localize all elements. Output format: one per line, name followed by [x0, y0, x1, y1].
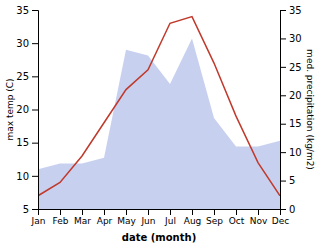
x-tick: Feb — [53, 209, 69, 226]
x-tick: Jul — [164, 209, 176, 226]
line — [38, 17, 280, 196]
y2-tick: 5 — [280, 175, 295, 186]
x-tick: Dec — [272, 209, 289, 226]
tick-mark — [280, 10, 286, 11]
x-tick: Apr — [97, 209, 113, 226]
y-tick: 35 — [16, 5, 38, 16]
y2-tick: 15 — [280, 118, 302, 129]
x-tick: Jun — [140, 209, 155, 226]
tick-mark — [258, 209, 259, 215]
x-axis: Jan Feb Mar Apr May Jun Jul Aug Sep Oct Nov Dec — [31, 209, 290, 226]
tick-label: 5 — [289, 175, 295, 186]
y-tick: 15 — [16, 137, 38, 148]
tick-label: 5 — [23, 204, 29, 215]
tick-label: 25 — [289, 62, 302, 73]
y2-tick: 20 — [280, 90, 302, 101]
y-axis-title: max temp (C) — [5, 78, 15, 140]
tick-label: Jul — [164, 216, 176, 226]
y2-tick: 30 — [280, 33, 302, 44]
tick-mark — [126, 209, 127, 215]
tick-label: 35 — [16, 5, 29, 16]
y2-tick: 0 — [280, 204, 295, 215]
tick-label: Apr — [97, 216, 113, 226]
x-tick: Mar — [74, 209, 91, 226]
tick-label: Jun — [140, 216, 155, 226]
y-axis: 5 10 15 20 25 30 35 — [16, 5, 38, 215]
y-tick: 20 — [16, 104, 38, 115]
x-tick: May — [117, 209, 136, 226]
tick-label: 10 — [289, 147, 302, 158]
tick-label: Dec — [272, 216, 289, 226]
tick-label: 20 — [289, 90, 302, 101]
tick-mark — [32, 176, 38, 177]
y2-axis-title: med. precipitation (kg/m2) — [305, 49, 315, 170]
x-tick: Jan — [31, 209, 46, 226]
tick-label: 15 — [289, 118, 302, 129]
x-tick: Nov — [250, 209, 268, 226]
y-tick: 10 — [16, 171, 38, 182]
tick-mark — [280, 209, 286, 210]
tick-mark — [32, 110, 38, 111]
tick-label: Feb — [53, 216, 69, 226]
y2-tick: 35 — [280, 5, 302, 16]
axis-line — [32, 11, 39, 210]
tick-mark — [148, 209, 149, 215]
tick-mark — [32, 143, 38, 144]
tick-mark — [280, 95, 286, 96]
chart: Jan Feb Mar Apr May Jun Jul Aug Sep Oct Nov Dec 5 10 1… — [0, 0, 318, 247]
axis-line — [281, 11, 287, 210]
tick-mark — [32, 10, 38, 11]
tick-label: 30 — [289, 33, 302, 44]
tick-mark — [280, 38, 286, 39]
tick-label: Jan — [31, 216, 46, 226]
tick-label: 20 — [16, 104, 29, 115]
tick-mark — [32, 76, 38, 77]
tick-label: 10 — [16, 171, 29, 182]
tick-mark — [280, 124, 286, 125]
tick-label: Oct — [229, 216, 245, 226]
x-tick: Sep — [206, 209, 223, 226]
tick-label: 15 — [16, 137, 29, 148]
tick-label: Mar — [74, 216, 91, 226]
y2-axis: 0 5 10 15 20 25 30 35 — [280, 5, 302, 215]
tick-mark — [60, 209, 61, 215]
tick-label: Nov — [250, 216, 268, 226]
y-tick: 30 — [16, 38, 38, 49]
tick-label: Aug — [184, 216, 202, 226]
tick-label: 0 — [289, 204, 295, 215]
tick-label: 30 — [16, 38, 29, 49]
tick-mark — [32, 43, 38, 44]
tick-label: Sep — [206, 216, 223, 226]
tick-mark — [32, 209, 38, 210]
tick-label: 25 — [16, 71, 29, 82]
tick-mark — [236, 209, 237, 215]
y2-tick: 10 — [280, 147, 302, 158]
x-tick: Aug — [184, 209, 202, 226]
y-tick: 5 — [23, 204, 38, 215]
y-tick: 25 — [16, 71, 38, 82]
tick-mark — [170, 209, 171, 215]
axis-line — [39, 210, 281, 216]
tick-mark — [214, 209, 215, 215]
area — [38, 38, 280, 209]
tick-mark — [192, 209, 193, 215]
tick-label: May — [117, 216, 136, 226]
tick-mark — [82, 209, 83, 215]
x-axis-title: date (month) — [122, 232, 196, 243]
tick-label: 35 — [289, 5, 302, 16]
y2-tick: 25 — [280, 62, 302, 73]
chart-container: Jan Feb Mar Apr May Jun Jul Aug Sep Oct Nov Dec 5 10 1… — [0, 0, 318, 247]
tick-mark — [280, 152, 286, 153]
tick-mark — [280, 67, 286, 68]
x-tick: Oct — [229, 209, 245, 226]
tick-mark — [104, 209, 105, 215]
plot-area — [38, 17, 280, 209]
tick-mark — [280, 181, 286, 182]
